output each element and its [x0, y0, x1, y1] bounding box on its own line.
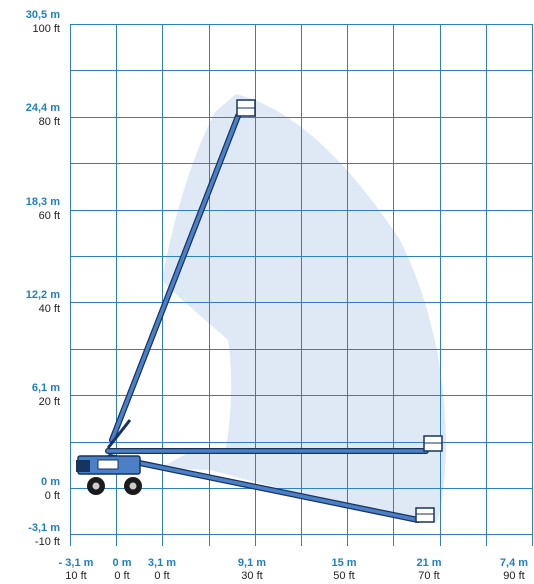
y-tick-label-metric: 30,5 m	[25, 9, 60, 21]
chassis	[76, 455, 142, 495]
x-tick-label-imperial: 70 ft	[418, 570, 440, 582]
x-tick-label-metric: 0 m	[112, 557, 132, 569]
x-tick-label-metric: 15 m	[331, 557, 357, 569]
y-tick-label-imperial: 40 ft	[38, 303, 60, 315]
y-tick-label-metric: 12,2 m	[25, 289, 60, 301]
boom-raised	[106, 99, 256, 449]
y-tick-label-imperial: 100 ft	[32, 23, 60, 35]
grid	[70, 24, 533, 546]
x-tick-label-metric: - 3,1 m	[58, 557, 94, 569]
x-tick-label-metric: 9,1 m	[237, 557, 267, 569]
x-tick-label-metric: 3,1 m	[147, 557, 177, 569]
y-tick-label-imperial: -10 ft	[34, 536, 60, 548]
y-tick-label-metric: 0 m	[41, 476, 60, 488]
y-tick-label-metric: 18,3 m	[25, 196, 60, 208]
x-tick-label-imperial: 90 ft	[503, 570, 525, 582]
lift-drawing	[76, 99, 443, 523]
y-tick-label-metric: 6,1 m	[31, 382, 60, 394]
boom-horizontal	[105, 435, 443, 454]
x-tick-label-metric: 7,4 m	[499, 557, 529, 569]
x-tick-label-imperial: 0 ft	[154, 570, 170, 582]
x-tick-label-imperial: 50 ft	[333, 570, 355, 582]
y-tick-label-metric: 24,4 m	[25, 102, 60, 114]
x-tick-label-imperial: 0 ft	[114, 570, 130, 582]
x-tick-label-metric: 21 m	[416, 557, 442, 569]
boom-lowered	[107, 454, 435, 523]
y-tick-label-metric: -3,1 m	[28, 522, 60, 534]
y-tick-label-imperial: 80 ft	[38, 116, 60, 128]
y-tick-label-imperial: 20 ft	[38, 396, 60, 408]
working-envelope	[160, 94, 446, 522]
x-tick-label-imperial: 30 ft	[241, 570, 263, 582]
basket-icon	[415, 507, 435, 523]
y-tick-label-imperial: 0 ft	[44, 490, 60, 502]
x-tick-label-imperial: 10 ft	[65, 570, 87, 582]
y-tick-label-imperial: 60 ft	[38, 210, 60, 222]
